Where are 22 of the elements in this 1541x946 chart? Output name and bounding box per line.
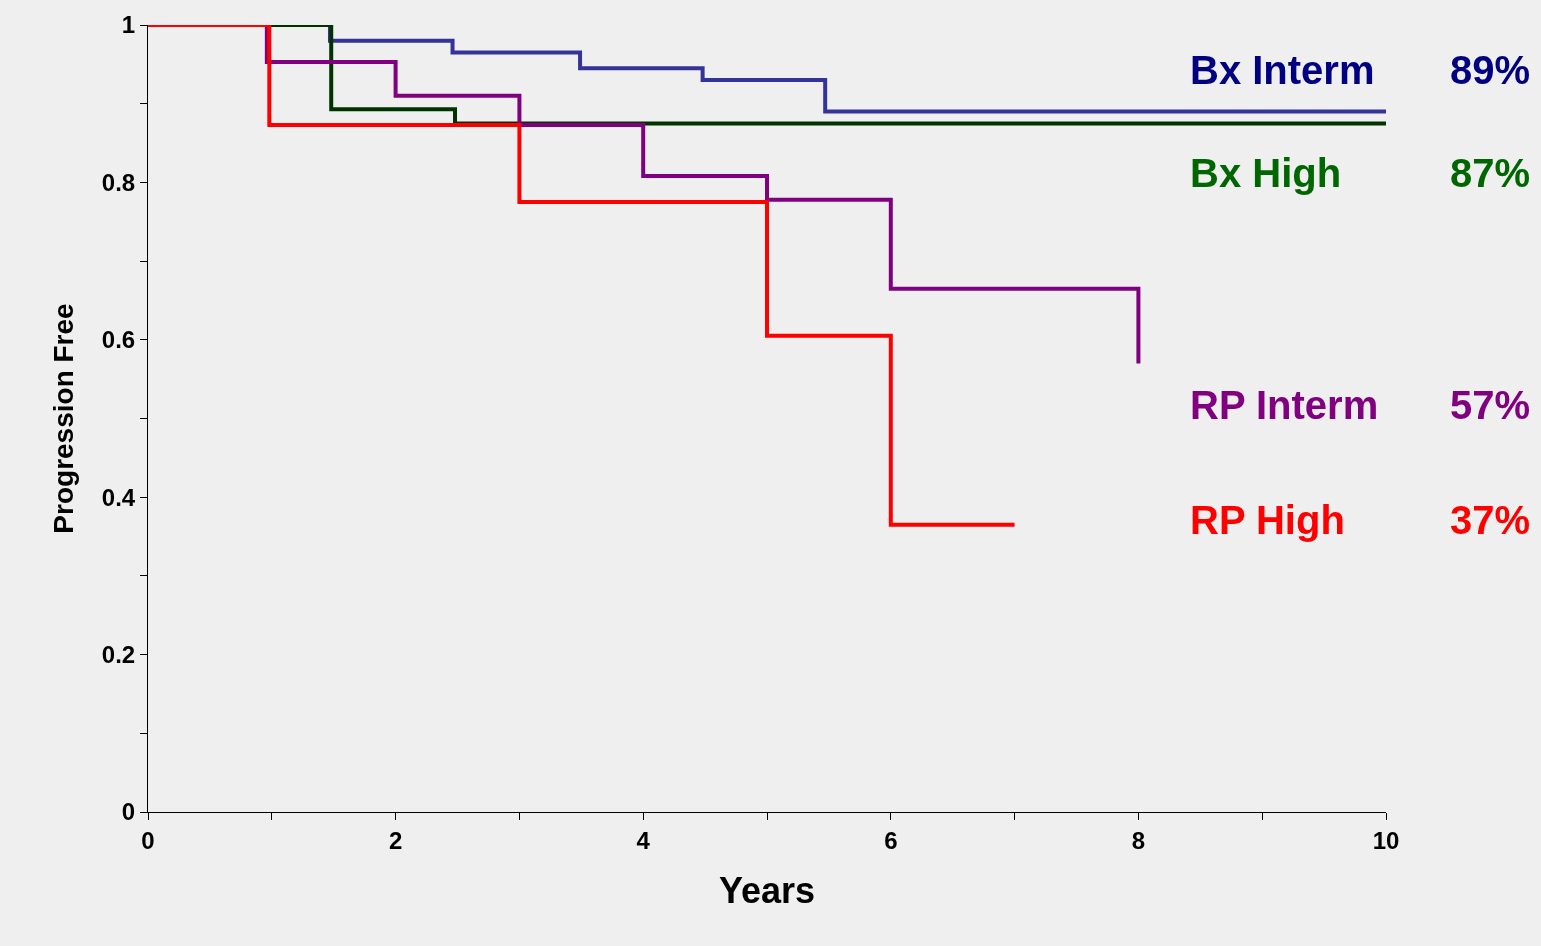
series-label: Bx High	[1190, 151, 1342, 195]
y-tick-label: 1	[121, 11, 136, 39]
text: 37%	[1450, 498, 1531, 542]
y-tick-label: 0.6	[101, 326, 136, 354]
text: 87%	[1450, 151, 1531, 195]
x-axis-title: Years	[718, 870, 816, 912]
x-tick-label: 8	[1131, 826, 1146, 854]
series-label: Bx Interm	[1190, 48, 1375, 92]
x-tick-label: 6	[884, 826, 898, 854]
x-tick-label: 10	[1372, 826, 1400, 854]
y-axis-title: Progression Free	[47, 303, 79, 534]
text: 57%	[1450, 383, 1531, 427]
x-tick-label: 4	[636, 826, 651, 854]
x-tick-label: 2	[388, 826, 403, 854]
y-tick-label: 0.2	[101, 641, 136, 668]
y-tick-label: 0.8	[101, 168, 136, 196]
y-tick-label: 0.4	[101, 483, 136, 511]
text: 89%	[1450, 48, 1531, 92]
series-label: RP Interm	[1190, 383, 1379, 427]
x-tick-label: 0	[141, 826, 155, 854]
y-tick-label: 0	[121, 798, 136, 826]
text: RP High	[1190, 498, 1345, 542]
